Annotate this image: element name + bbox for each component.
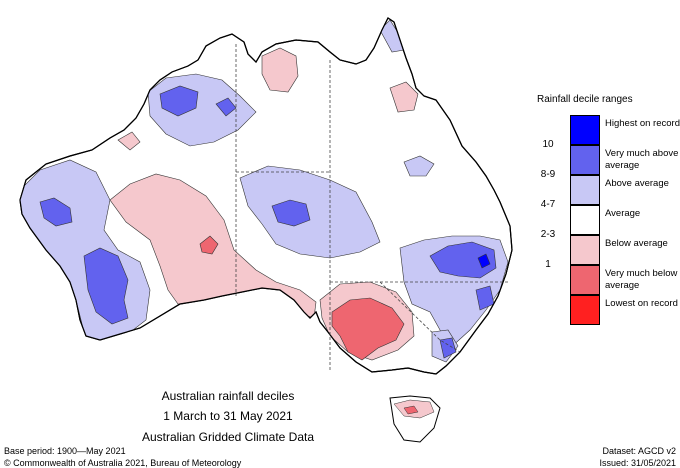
- map-dataset-name: Australian Gridded Climate Data: [128, 430, 328, 444]
- legend-swatch: [570, 235, 600, 265]
- map-date-range: 1 March to 31 May 2021: [128, 409, 328, 423]
- map-title: Australian rainfall deciles: [128, 389, 328, 403]
- legend-swatch: [570, 115, 600, 145]
- copyright: © Commonwealth of Australia 2021, Bureau…: [4, 458, 241, 468]
- legend-code: 8-9: [530, 169, 566, 180]
- legend-code: 10: [530, 139, 566, 150]
- legend-swatch: [570, 295, 600, 325]
- legend-swatch: [570, 265, 600, 295]
- legend-item: Lowest on record: [530, 295, 680, 325]
- legend-label: Very much above average: [605, 148, 680, 172]
- legend-swatch: [570, 145, 600, 175]
- legend-label: Very much below average: [605, 268, 680, 292]
- legend-label: Above average: [605, 178, 680, 190]
- legend-label: Average: [605, 208, 680, 220]
- dataset-label: Dataset: AGCD v2: [602, 446, 676, 456]
- legend-swatch: [570, 175, 600, 205]
- legend-label: Highest on record: [605, 118, 680, 130]
- legend-item: 1 Very much below average: [530, 265, 680, 295]
- legend-code: 1: [530, 259, 566, 270]
- legend-swatch: [570, 205, 600, 235]
- region-very-much-below-sa-coast: [310, 330, 328, 344]
- legend-title: Rainfall decile ranges: [537, 94, 633, 105]
- issued-date: Issued: 31/05/2021: [599, 458, 676, 468]
- legend-code: 2-3: [530, 229, 566, 240]
- legend-code: 4-7: [530, 199, 566, 210]
- base-period: Base period: 1900—May 2021: [4, 446, 126, 456]
- legend-label: Lowest on record: [605, 298, 680, 310]
- legend-label: Below average: [605, 238, 680, 250]
